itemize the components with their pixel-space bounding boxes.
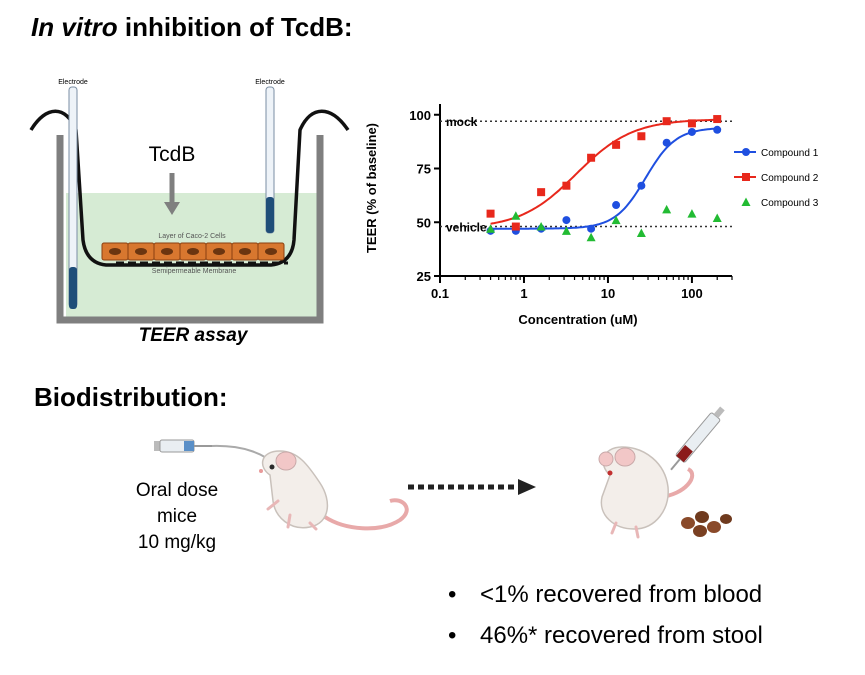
legend-marker-compound-2 — [742, 173, 750, 181]
x-tick-label: 100 — [681, 286, 703, 301]
data-point-compound-3 — [636, 228, 646, 237]
y-tick-label: 75 — [417, 162, 431, 177]
data-point-compound-2 — [587, 153, 596, 162]
data-point-compound-3 — [611, 215, 621, 225]
transwell-insert — [29, 109, 350, 267]
data-point-compound-2 — [662, 117, 671, 126]
right-electrode-tip — [266, 197, 274, 233]
y-tick-label: 25 — [417, 269, 431, 284]
result-text: <1% recovered from blood — [480, 581, 763, 608]
data-point-compound-3 — [712, 213, 722, 222]
data-point-compound-2 — [486, 209, 495, 218]
result-text: 46%* recovered from stool — [480, 622, 763, 649]
fit-curve-compound-2 — [490, 118, 718, 225]
electrode-right-label: Electrode — [255, 79, 285, 86]
teer-dose-response-chart: TEER (% of baseline) Concentration (uM) … — [364, 104, 819, 327]
x-axis-label: Concentration (uM) — [518, 312, 637, 327]
data-point-compound-3 — [687, 209, 697, 218]
reference-label-mock: mock — [446, 115, 478, 129]
results-list: • <1% recovered from blood • 46%* recovere… — [448, 574, 763, 656]
cells-label: Layer of Caco-2 Cells — [158, 233, 226, 240]
y-axis-label: TEER (% of baseline) — [364, 123, 379, 253]
section-title-biodistribution: Biodistribution: — [34, 382, 228, 412]
legend-label-compound-3: Compound 3 — [761, 198, 819, 209]
caco2-cell-layer — [101, 242, 285, 261]
result-item: • <1% recovered from blood — [448, 574, 763, 615]
data-point-compound-1 — [687, 127, 696, 136]
reference-label-vehicle: vehicle — [446, 221, 487, 235]
bullet: • — [448, 581, 457, 608]
process-arrow — [408, 479, 536, 495]
dose-line-3: 10 mg/kg — [137, 532, 217, 553]
cell-nucleus — [187, 248, 199, 255]
data-point-compound-1 — [612, 201, 621, 210]
teer-assay-caption: TEER assay — [139, 325, 249, 346]
fit-curve-compound-1 — [490, 127, 718, 230]
legend-marker-compound-1 — [742, 148, 750, 156]
stool-pellets-icon — [681, 511, 732, 537]
title-rest-part: inhibition of TcdB: — [117, 12, 353, 42]
sampled-mouse-icon — [598, 446, 695, 539]
data-point-compound-1 — [562, 216, 571, 225]
data-point-compound-3 — [586, 232, 596, 242]
data-point-compound-1 — [637, 181, 646, 190]
result-item: • 46%* recovered from stool — [448, 615, 763, 656]
teer-assay-diagram: Electrode Electrode TcdB Layer of Caco-2… — [29, 79, 350, 346]
cell-nucleus — [135, 248, 147, 255]
data-point-compound-3 — [486, 224, 496, 233]
data-point-compound-2 — [713, 115, 722, 124]
dose-label: Oral dose mice 10 mg/kg — [118, 478, 236, 556]
x-tick-label: 10 — [601, 286, 615, 301]
bullet: • — [448, 622, 457, 649]
x-tick-label: 1 — [520, 286, 527, 301]
oral-syringe-icon — [154, 439, 273, 464]
data-point-compound-3 — [662, 204, 672, 214]
legend-marker-compound-3 — [741, 197, 751, 206]
cell-nucleus — [109, 248, 121, 255]
data-point-compound-1 — [662, 138, 671, 147]
data-point-compound-2 — [537, 188, 546, 197]
data-point-compound-3 — [561, 226, 571, 235]
data-point-compound-2 — [562, 181, 571, 190]
y-tick-label: 100 — [409, 108, 431, 123]
title-italic-part: In vitro — [31, 12, 118, 42]
electrode-left-label: Electrode — [58, 79, 88, 86]
dose-line-2: mice — [156, 506, 198, 527]
left-electrode-tip — [69, 267, 77, 309]
dose-line-1: Oral dose — [135, 480, 219, 501]
data-point-compound-2 — [687, 119, 696, 128]
cell-nucleus — [239, 248, 251, 255]
membrane-label: Semipermeable Membrane — [152, 268, 237, 275]
legend-label-compound-2: Compound 2 — [761, 173, 819, 184]
data-point-compound-3 — [536, 222, 546, 231]
cell-nucleus — [213, 248, 225, 255]
data-point-compound-2 — [612, 140, 621, 149]
cell-nucleus — [265, 248, 277, 255]
legend-label-compound-1: Compound 1 — [761, 148, 819, 159]
data-point-compound-3 — [511, 211, 521, 220]
blood-syringe-icon — [670, 406, 725, 471]
data-point-compound-1 — [713, 125, 722, 134]
toxin-arrow-head — [164, 202, 180, 215]
biodistribution-illustration — [154, 406, 732, 539]
cell-nucleus — [161, 248, 173, 255]
tcdb-label: TcdB — [149, 143, 196, 166]
section-title-in-vitro: In vitro inhibition of TcdB: — [31, 12, 353, 43]
y-tick-label: 50 — [417, 215, 431, 230]
x-tick-label: 0.1 — [431, 286, 449, 301]
outer-well-wall — [56, 135, 324, 324]
data-point-compound-2 — [511, 222, 520, 231]
data-point-compound-1 — [587, 224, 596, 233]
dosed-mouse-icon — [259, 450, 409, 531]
data-point-compound-2 — [637, 132, 646, 141]
